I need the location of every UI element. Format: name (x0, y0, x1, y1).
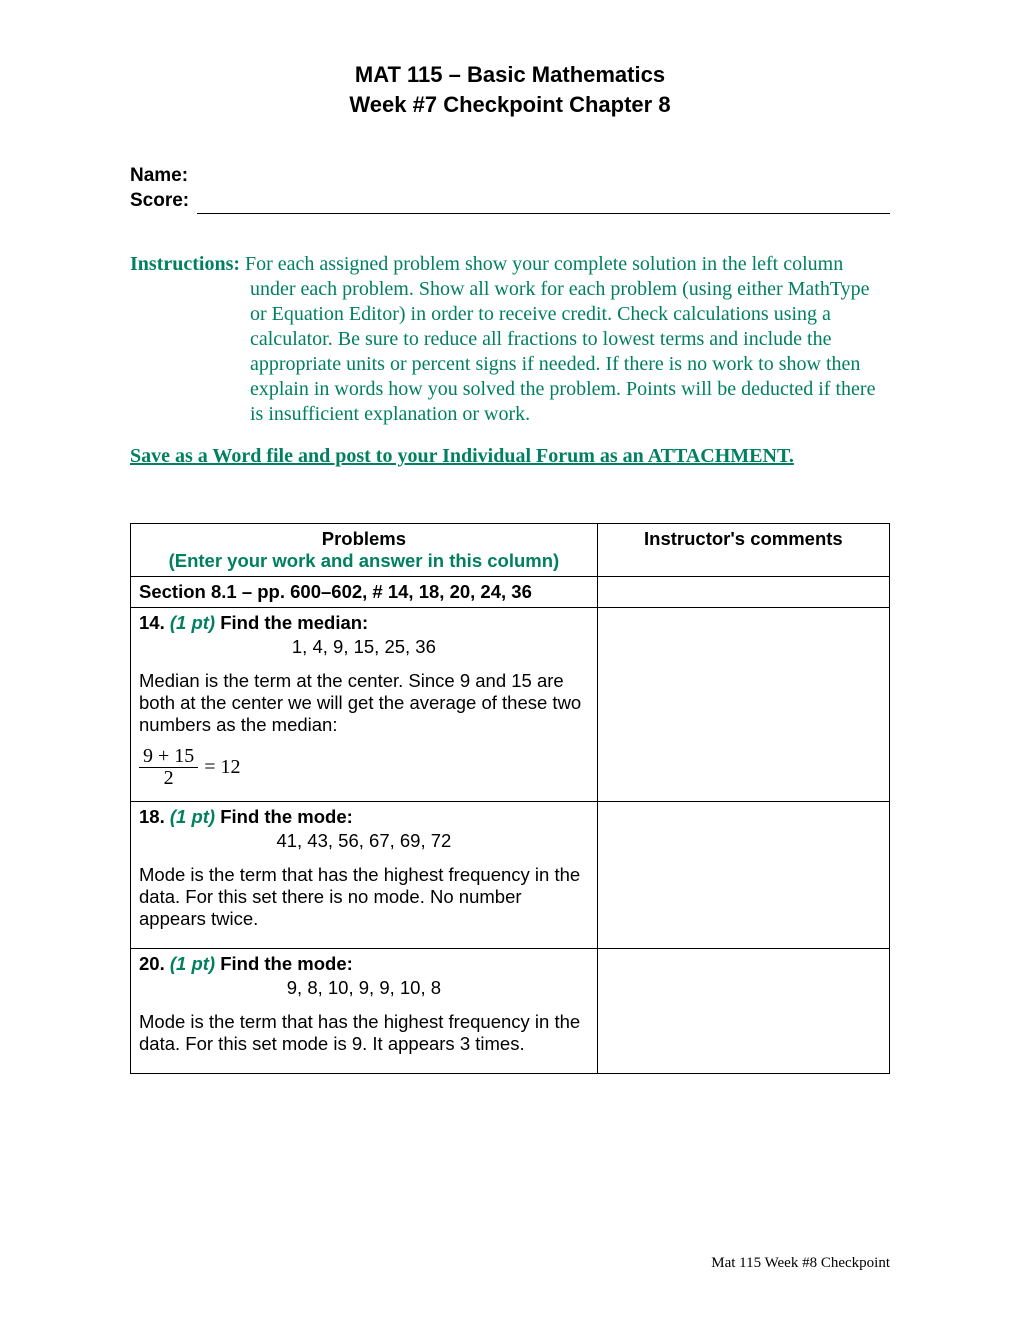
problem-data: 1, 4, 9, 15, 25, 36 (139, 636, 589, 658)
name-score-block: Name: Score: (130, 164, 890, 213)
comments-cell-18 (597, 801, 889, 948)
fraction-expression: 9 + 15 2 = 12 (139, 746, 589, 789)
section-cell: Section 8.1 – pp. 600–602, # 14, 18, 20,… (131, 576, 598, 607)
header-problems: Problems (139, 528, 589, 550)
fraction: 9 + 15 2 (139, 746, 198, 789)
problem-cell-18: 18. (1 pt) Find the mode: 41, 43, 56, 67… (131, 801, 598, 948)
problem-data: 41, 43, 56, 67, 69, 72 (139, 830, 589, 852)
instructions-label: Instructions: (130, 253, 240, 275)
instructions-body-first: For each assigned problem show your comp… (240, 253, 843, 275)
title-line-2: Week #7 Checkpoint Chapter 8 (130, 90, 890, 120)
score-label: Score: (130, 189, 189, 214)
instructions-body-rest: under each problem. Show all work for ea… (190, 277, 890, 427)
fraction-denominator: 2 (160, 768, 178, 789)
problem-title: Find the median: (215, 612, 368, 633)
problem-number: 20. (139, 953, 165, 974)
header-problems-sub: (Enter your work and answer in this colu… (139, 550, 589, 572)
problem-title: Find the mode: (215, 953, 353, 974)
name-label: Name: (130, 164, 890, 189)
score-underline (197, 194, 890, 214)
section-comments-cell (597, 576, 889, 607)
table-row: 14. (1 pt) Find the median: 1, 4, 9, 15,… (131, 607, 890, 801)
comments-cell-20 (597, 948, 889, 1073)
problem-work: Mode is the term that has the highest fr… (139, 1011, 589, 1055)
fraction-numerator: 9 + 15 (139, 746, 198, 768)
instructions-block: Instructions: For each assigned problem … (130, 252, 890, 427)
problem-cell-20: 20. (1 pt) Find the mode: 9, 8, 10, 9, 9… (131, 948, 598, 1073)
page-footer: Mat 115 Week #8 Checkpoint (711, 1255, 890, 1272)
problem-title: Find the mode: (215, 806, 353, 827)
table-header-row: Problems (Enter your work and answer in … (131, 523, 890, 576)
problem-work: Median is the term at the center. Since … (139, 670, 589, 736)
problem-number: 14. (139, 612, 165, 633)
problem-points: (1 pt) (170, 612, 215, 633)
problem-work: Mode is the term that has the highest fr… (139, 864, 589, 930)
header-comments: Instructor's comments (597, 523, 889, 576)
table-row: 20. (1 pt) Find the mode: 9, 8, 10, 9, 9… (131, 948, 890, 1073)
save-note: Save as a Word file and post to your Ind… (130, 445, 890, 468)
problem-points: (1 pt) (170, 953, 215, 974)
fraction-equals: = 12 (204, 756, 240, 779)
score-row: Score: (130, 189, 890, 214)
problem-cell-14: 14. (1 pt) Find the median: 1, 4, 9, 15,… (131, 607, 598, 801)
problem-data: 9, 8, 10, 9, 9, 10, 8 (139, 977, 589, 999)
header-problems-cell: Problems (Enter your work and answer in … (131, 523, 598, 576)
comments-cell-14 (597, 607, 889, 801)
problem-number: 18. (139, 806, 165, 827)
problems-table: Problems (Enter your work and answer in … (130, 523, 890, 1074)
page-title: MAT 115 – Basic Mathematics Week #7 Chec… (130, 60, 890, 119)
table-row: 18. (1 pt) Find the mode: 41, 43, 56, 67… (131, 801, 890, 948)
page: MAT 115 – Basic Mathematics Week #7 Chec… (0, 0, 1020, 1320)
title-line-1: MAT 115 – Basic Mathematics (130, 60, 890, 90)
problem-points: (1 pt) (170, 806, 215, 827)
section-row: Section 8.1 – pp. 600–602, # 14, 18, 20,… (131, 576, 890, 607)
